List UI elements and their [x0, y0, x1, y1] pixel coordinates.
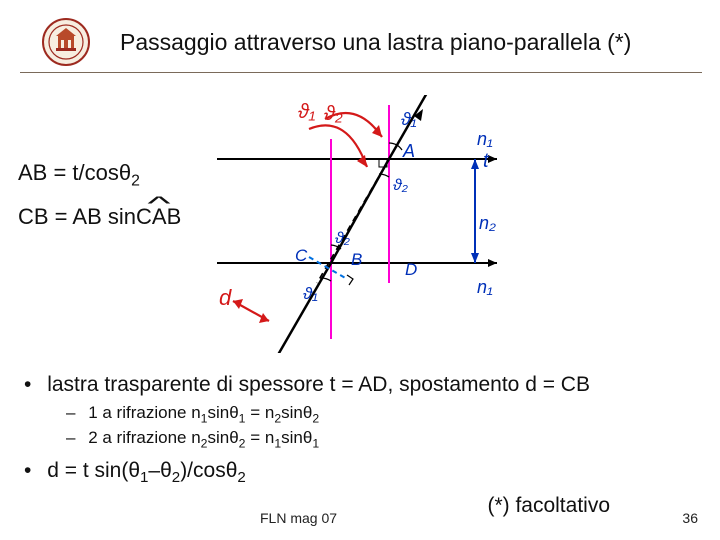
label-b: B	[351, 250, 362, 269]
label-c: C	[295, 246, 308, 265]
refraction-diagram: A B C D ϑ₁ ϑ₁ ϑ₂ ϑ₂ ϑ₂ ϑ₁ t d n₁ n₂ n₁	[207, 95, 507, 353]
slide-title: Passaggio attraverso una lastra piano-pa…	[120, 29, 682, 56]
label-d-point: D	[405, 260, 417, 279]
footer-note: FLN mag 07	[260, 510, 337, 526]
page-number: 36	[682, 510, 698, 526]
bullet-1: lastra trasparente di spessore t = AD, s…	[18, 373, 702, 451]
equation-cb: CB = AB sinCAB	[18, 196, 181, 238]
bullet-1-sub-1: 1 a rifrazione n1sinθ1 = n2sinθ2	[66, 403, 702, 425]
label-theta1-top: ϑ₁	[401, 109, 417, 129]
label-a: A	[402, 141, 415, 161]
footnote-facoltativo: (*) facoltativo	[487, 494, 610, 518]
label-theta2-red: ϑ₂	[324, 103, 343, 125]
label-theta2-a: ϑ₂	[393, 177, 408, 194]
label-n2: n₂	[479, 213, 496, 233]
university-seal-logo	[42, 18, 90, 66]
bullet-1-sub-2: 2 a rifrazione n2sinθ2 = n1sinθ1	[66, 428, 702, 450]
label-n1-bot: n₁	[477, 277, 493, 297]
label-n1-top: n₁	[477, 129, 493, 149]
label-theta2-b: ϑ₂	[335, 230, 350, 247]
equations-block: AB = t/cosθ2 CB = AB sinCAB	[18, 152, 181, 238]
header: Passaggio attraverso una lastra piano-pa…	[20, 0, 702, 73]
bullet-list: lastra trasparente di spessore t = AD, s…	[18, 373, 702, 494]
bullet-2: d = t sin(θ1–θ2)/cosθ2	[18, 459, 702, 486]
label-d: d	[219, 285, 232, 310]
label-theta1-bot: ϑ₁	[303, 284, 318, 303]
label-theta1-red: ϑ₁	[298, 101, 315, 123]
